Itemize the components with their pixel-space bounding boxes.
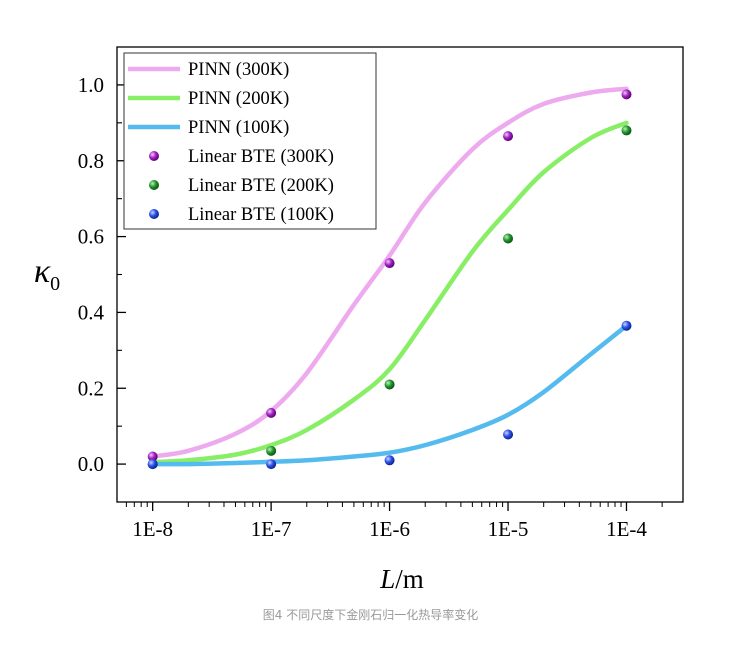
legend-label-bte-200k: Linear BTE (200K) — [188, 176, 334, 196]
y-tick-label: 0.2 — [78, 376, 104, 400]
y-tick-label: 0.6 — [78, 225, 104, 249]
legend-marker-bte-200k — [149, 180, 159, 190]
x-tick-label: 1E-4 — [606, 517, 647, 541]
data-point-series-1 — [384, 258, 395, 269]
legend-marker-bte-300k — [149, 151, 159, 161]
points-layer — [147, 89, 632, 470]
x-tick-label: 1E-8 — [132, 517, 173, 541]
data-point-series-1 — [147, 451, 158, 462]
data-point-series-1 — [266, 407, 277, 418]
x-axis-label-rest: /m — [395, 564, 424, 594]
data-point-series-3 — [147, 459, 158, 470]
legend-label-bte-100k: Linear BTE (100K) — [188, 205, 334, 225]
data-point-series-3 — [266, 459, 277, 470]
legend: PINN (300K) PINN (200K) PINN (100K) Line… — [123, 52, 377, 230]
legend-label-pinn-100k: PINN (100K) — [188, 118, 289, 138]
x-tick-label: 1E-6 — [369, 517, 410, 541]
legend-label-pinn-300k: PINN (300K) — [188, 60, 289, 80]
data-point-series-1 — [503, 131, 514, 142]
y-tick-label: 1.0 — [78, 73, 104, 97]
x-tick-label: 1E-7 — [251, 517, 292, 541]
y-tick-label: 0.0 — [78, 452, 104, 476]
y-axis-label-main: κ — [34, 253, 51, 290]
y-axis-ticks: 0.0 0.2 0.4 0.6 0.8 1.0 — [78, 73, 126, 476]
data-point-series-2 — [621, 125, 632, 136]
x-axis-ticks: 1E-8 1E-7 1E-6 1E-5 1E-4 — [125, 502, 663, 541]
data-point-series-2 — [266, 445, 277, 456]
y-tick-label: 0.4 — [78, 300, 105, 324]
curves-layer — [150, 86, 629, 467]
data-point-series-3 — [384, 455, 395, 466]
series-line-2 — [150, 120, 629, 465]
x-axis-label-italic: L — [379, 564, 395, 594]
data-point-series-1 — [621, 89, 632, 100]
y-axis-label-sub: 0 — [50, 273, 60, 295]
legend-label-bte-300k: Linear BTE (300K) — [188, 147, 334, 167]
series-line-1 — [150, 86, 629, 459]
data-point-series-3 — [621, 320, 632, 331]
y-tick-label: 0.8 — [78, 149, 104, 173]
legend-label-pinn-200k: PINN (200K) — [188, 89, 289, 109]
data-point-series-3 — [503, 429, 514, 440]
data-point-series-2 — [384, 379, 395, 390]
x-axis-label: L/m — [379, 564, 424, 594]
x-tick-label: 1E-5 — [488, 517, 529, 541]
figure-caption: 图4 不同尺度下金刚石归一化热导率变化 — [262, 608, 479, 622]
legend-marker-bte-100k — [149, 209, 159, 219]
legend-box — [123, 52, 377, 230]
series-line-3 — [150, 323, 629, 467]
y-axis-label: κ0 — [34, 253, 60, 295]
data-point-series-2 — [503, 233, 514, 244]
